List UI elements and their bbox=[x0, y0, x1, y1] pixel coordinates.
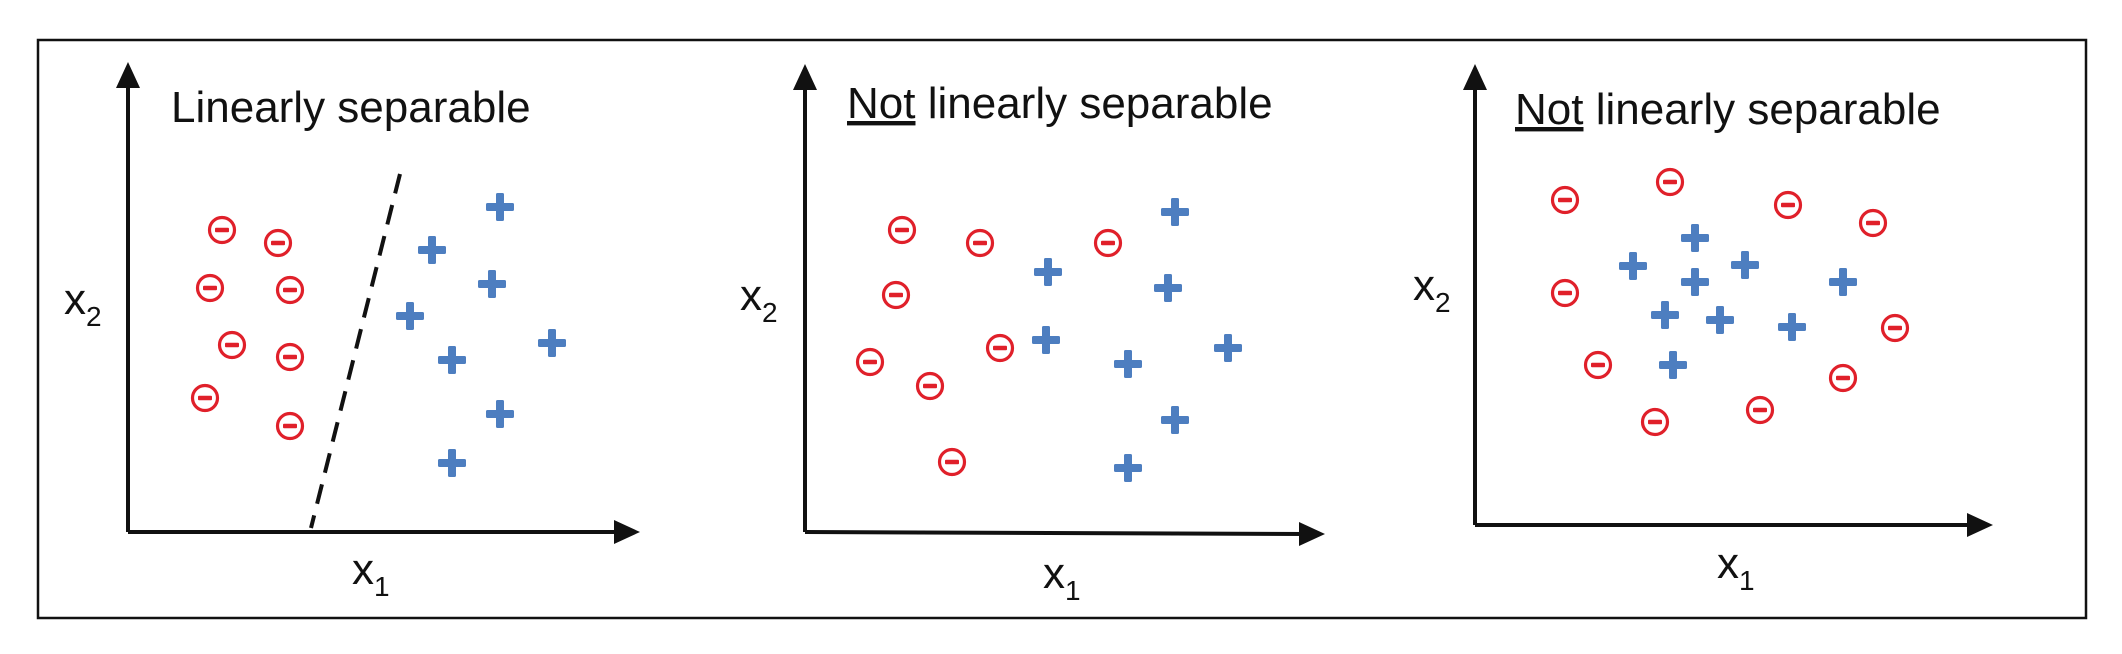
negative-sample-icon bbox=[207, 215, 237, 245]
negative-sample-icon bbox=[1655, 167, 1685, 197]
negative-sample-icon bbox=[190, 383, 220, 413]
positive-sample-icon bbox=[438, 346, 466, 374]
x-axis-label: x1 bbox=[1717, 539, 1755, 596]
positive-sample-icon bbox=[1114, 454, 1142, 482]
negative-sample-icon bbox=[1745, 395, 1775, 425]
negative-sample-icon bbox=[275, 342, 305, 372]
data-points bbox=[190, 193, 566, 477]
panel-title: Linearly separable bbox=[171, 83, 531, 132]
panel-not-linearly-separable-1: Not linearly separable x2 x1 bbox=[740, 64, 1325, 606]
panel-title-text: linearly separable bbox=[915, 79, 1272, 128]
positive-sample-icon bbox=[1681, 268, 1709, 296]
y-axis-label: x2 bbox=[740, 271, 778, 328]
negative-sample-icon bbox=[275, 411, 305, 441]
y-axis-label: x2 bbox=[64, 275, 102, 332]
positive-sample-icon bbox=[1651, 301, 1679, 329]
negative-sample-icon bbox=[1773, 190, 1803, 220]
positive-sample-icon bbox=[438, 449, 466, 477]
x-axis-arrowhead bbox=[1967, 513, 1993, 537]
positive-sample-icon bbox=[486, 193, 514, 221]
x-axis-arrowhead bbox=[1299, 522, 1325, 546]
positive-sample-icon bbox=[1161, 198, 1189, 226]
panel-title-text: linearly separable bbox=[1583, 85, 1940, 134]
negative-sample-icon bbox=[855, 347, 885, 377]
positive-sample-icon bbox=[418, 236, 446, 264]
positive-sample-icon bbox=[1659, 351, 1687, 379]
panel-title-underlined: Not bbox=[1515, 85, 1583, 134]
positive-sample-icon bbox=[1154, 274, 1182, 302]
positive-sample-icon bbox=[1032, 326, 1060, 354]
positive-sample-icon bbox=[1114, 350, 1142, 378]
positive-sample-icon bbox=[1731, 251, 1759, 279]
negative-sample-icon bbox=[887, 215, 917, 245]
panel-title-underlined: Not bbox=[847, 79, 915, 128]
data-points bbox=[1550, 167, 1910, 437]
x-axis-arrowhead bbox=[614, 520, 640, 544]
negative-sample-icon bbox=[217, 330, 247, 360]
y-axis-arrowhead bbox=[1463, 64, 1487, 90]
negative-sample-icon bbox=[195, 273, 225, 303]
panel-linearly-separable: Linearly separable x2 x1 bbox=[64, 62, 640, 602]
negative-sample-icon bbox=[1640, 407, 1670, 437]
negative-sample-icon bbox=[1550, 278, 1580, 308]
positive-sample-icon bbox=[478, 270, 506, 298]
negative-sample-icon bbox=[1093, 228, 1123, 258]
panel-not-linearly-separable-2: Not linearly separable x2 x1 bbox=[1413, 64, 1993, 596]
figure-frame bbox=[36, 38, 2088, 620]
negative-sample-icon bbox=[985, 333, 1015, 363]
positive-sample-icon bbox=[1034, 258, 1062, 286]
positive-sample-icon bbox=[538, 329, 566, 357]
decision-boundary bbox=[309, 173, 402, 529]
positive-sample-icon bbox=[1681, 224, 1709, 252]
positive-sample-icon bbox=[1778, 313, 1806, 341]
x-axis-label: x1 bbox=[352, 545, 390, 602]
panel-title: Not linearly separable bbox=[847, 79, 1273, 128]
negative-sample-icon bbox=[1858, 208, 1888, 238]
data-points bbox=[855, 198, 1242, 482]
positive-sample-icon bbox=[1214, 334, 1242, 362]
negative-sample-icon bbox=[915, 371, 945, 401]
x-axis-label: x1 bbox=[1043, 549, 1081, 606]
panel-title: Not linearly separable bbox=[1515, 85, 1941, 134]
positive-sample-icon bbox=[1161, 406, 1189, 434]
positive-sample-icon bbox=[1829, 268, 1857, 296]
positive-sample-icon bbox=[1706, 306, 1734, 334]
y-axis-arrowhead bbox=[793, 64, 817, 90]
positive-sample-icon bbox=[1619, 252, 1647, 280]
positive-sample-icon bbox=[486, 400, 514, 428]
panel-title-text: Linearly separable bbox=[171, 83, 531, 132]
negative-sample-icon bbox=[275, 275, 305, 305]
positive-sample-icon bbox=[396, 302, 424, 330]
negative-sample-icon bbox=[1550, 185, 1580, 215]
negative-sample-icon bbox=[1583, 350, 1613, 380]
y-axis-label: x2 bbox=[1413, 261, 1451, 318]
negative-sample-icon bbox=[937, 447, 967, 477]
negative-sample-icon bbox=[263, 228, 293, 258]
negative-sample-icon bbox=[881, 280, 911, 310]
negative-sample-icon bbox=[1828, 363, 1858, 393]
y-axis-arrowhead bbox=[116, 62, 140, 88]
negative-sample-icon bbox=[965, 228, 995, 258]
negative-sample-icon bbox=[1880, 313, 1910, 343]
x-axis bbox=[804, 530, 1308, 536]
